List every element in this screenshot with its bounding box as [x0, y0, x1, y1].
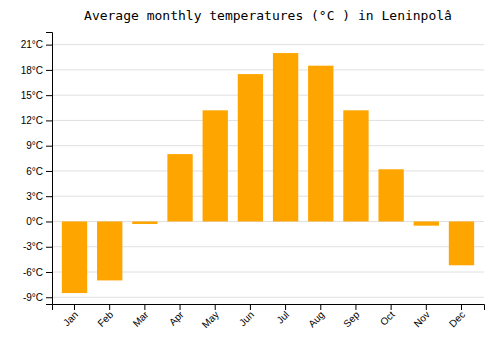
x-tick: Nov — [412, 304, 432, 329]
x-tick-mark — [180, 304, 181, 310]
y-tick-label: 9°C — [26, 140, 43, 151]
y-tick-label: 12°C — [21, 115, 43, 126]
x-tick-label: Jul — [274, 309, 291, 326]
y-tick-mark — [46, 171, 52, 172]
y-tick-label: -9°C — [23, 292, 43, 303]
grid-line — [52, 196, 484, 197]
x-tick: Jul — [274, 304, 291, 326]
x-tick: Aug — [306, 304, 326, 329]
x-tick-mark — [355, 304, 356, 310]
x-tick: Jan — [61, 304, 80, 328]
x-tick-mark — [285, 304, 286, 310]
y-tick: 15°C — [21, 90, 52, 101]
grid — [52, 45, 484, 298]
y-tick-mark — [46, 297, 52, 298]
y-axis: -9°C -6°C -3°C 0°C 3°C 6°C 9°C 12°C 15°C 18°C 21°C — [21, 33, 53, 305]
x-tick-label: Jan — [61, 309, 80, 328]
y-tick: 6°C — [26, 166, 52, 177]
y-tick-label: -6°C — [23, 267, 43, 278]
grid-line — [52, 69, 484, 70]
y-tick: -6°C — [23, 267, 52, 278]
y-tick-mark — [46, 146, 52, 147]
bar — [203, 110, 228, 221]
x-tick: Oct — [378, 304, 397, 328]
x-tick-label: Apr — [167, 308, 186, 327]
y-tick-mark — [46, 120, 52, 121]
y-tick: 12°C — [21, 115, 52, 126]
x-axis: Jan Feb Mar Apr May Jun Jul Aug Sep Oct Nov Dec — [53, 304, 485, 330]
y-tick-mark — [46, 221, 52, 222]
bar — [449, 221, 474, 265]
x-tick: Apr — [167, 304, 186, 328]
grid-line — [52, 145, 484, 146]
x-tick-mark — [320, 304, 321, 310]
x-tick-label: May — [200, 309, 221, 330]
x-tick-label: Dec — [447, 309, 467, 329]
x-tick-mark — [74, 304, 75, 310]
x-tick-label: Nov — [412, 309, 432, 329]
x-axis-line — [53, 305, 485, 311]
y-tick: 21°C — [21, 39, 52, 50]
x-tick-label: Jun — [237, 309, 256, 328]
y-tick-label: 6°C — [26, 166, 43, 177]
bar — [378, 169, 403, 221]
x-tick-mark — [109, 304, 110, 310]
x-tick-mark — [391, 304, 392, 310]
y-tick: -9°C — [23, 292, 52, 303]
bar — [414, 221, 439, 225]
x-tick-mark — [461, 304, 462, 310]
x-tick-mark — [426, 304, 427, 310]
x-tick-label: Aug — [306, 309, 326, 329]
x-tick-label: Oct — [378, 309, 397, 328]
x-tick-label: Sep — [341, 309, 362, 330]
y-tick-mark — [46, 196, 52, 197]
x-tick: Sep — [341, 304, 362, 329]
bar — [238, 74, 263, 221]
y-tick-label: 0°C — [26, 216, 43, 227]
title: Average monthly temperatures (°C ) in Le… — [84, 8, 452, 23]
x-tick: Mar — [131, 304, 151, 329]
y-tick-mark — [46, 247, 52, 248]
y-axis-line — [46, 33, 53, 305]
x-tick-mark — [144, 304, 145, 310]
bar — [308, 66, 333, 222]
chart: -9°C -6°C -3°C 0°C 3°C 6°C 9°C 12°C 15°C 18°C 21°C… — [0, 0, 500, 350]
y-tick-label: 21°C — [21, 39, 43, 50]
y-tick-mark — [46, 272, 52, 273]
x-tick-label: Feb — [95, 309, 115, 329]
x-tick-mark — [215, 304, 216, 310]
bar — [167, 154, 192, 221]
y-tick: 3°C — [26, 191, 52, 202]
grid-line — [52, 120, 484, 121]
bar — [343, 110, 368, 221]
grid-line — [52, 170, 484, 171]
bar — [97, 221, 122, 280]
bar — [132, 221, 157, 224]
grid-line — [52, 297, 484, 298]
grid-line — [52, 44, 484, 45]
grid-line — [52, 95, 484, 96]
bar — [62, 221, 87, 293]
y-tick-mark — [46, 95, 52, 96]
y-tick: -3°C — [23, 241, 52, 252]
x-tick: Jun — [237, 304, 256, 328]
plot-area — [62, 53, 474, 293]
x-tick-label: Mar — [131, 308, 151, 328]
y-tick: 9°C — [26, 140, 52, 151]
y-tick-mark — [46, 45, 52, 46]
y-tick-label: -3°C — [23, 241, 43, 252]
y-tick-mark — [46, 70, 52, 71]
x-tick: Feb — [95, 304, 115, 329]
y-tick: 0°C — [26, 216, 52, 227]
y-tick-label: 3°C — [26, 191, 43, 202]
x-tick: Dec — [447, 304, 467, 329]
y-tick-label: 15°C — [21, 90, 43, 101]
y-tick: 18°C — [21, 65, 52, 76]
x-tick-mark — [250, 304, 251, 310]
bar — [273, 53, 298, 221]
y-tick-label: 18°C — [21, 65, 43, 76]
x-tick: May — [200, 304, 221, 330]
